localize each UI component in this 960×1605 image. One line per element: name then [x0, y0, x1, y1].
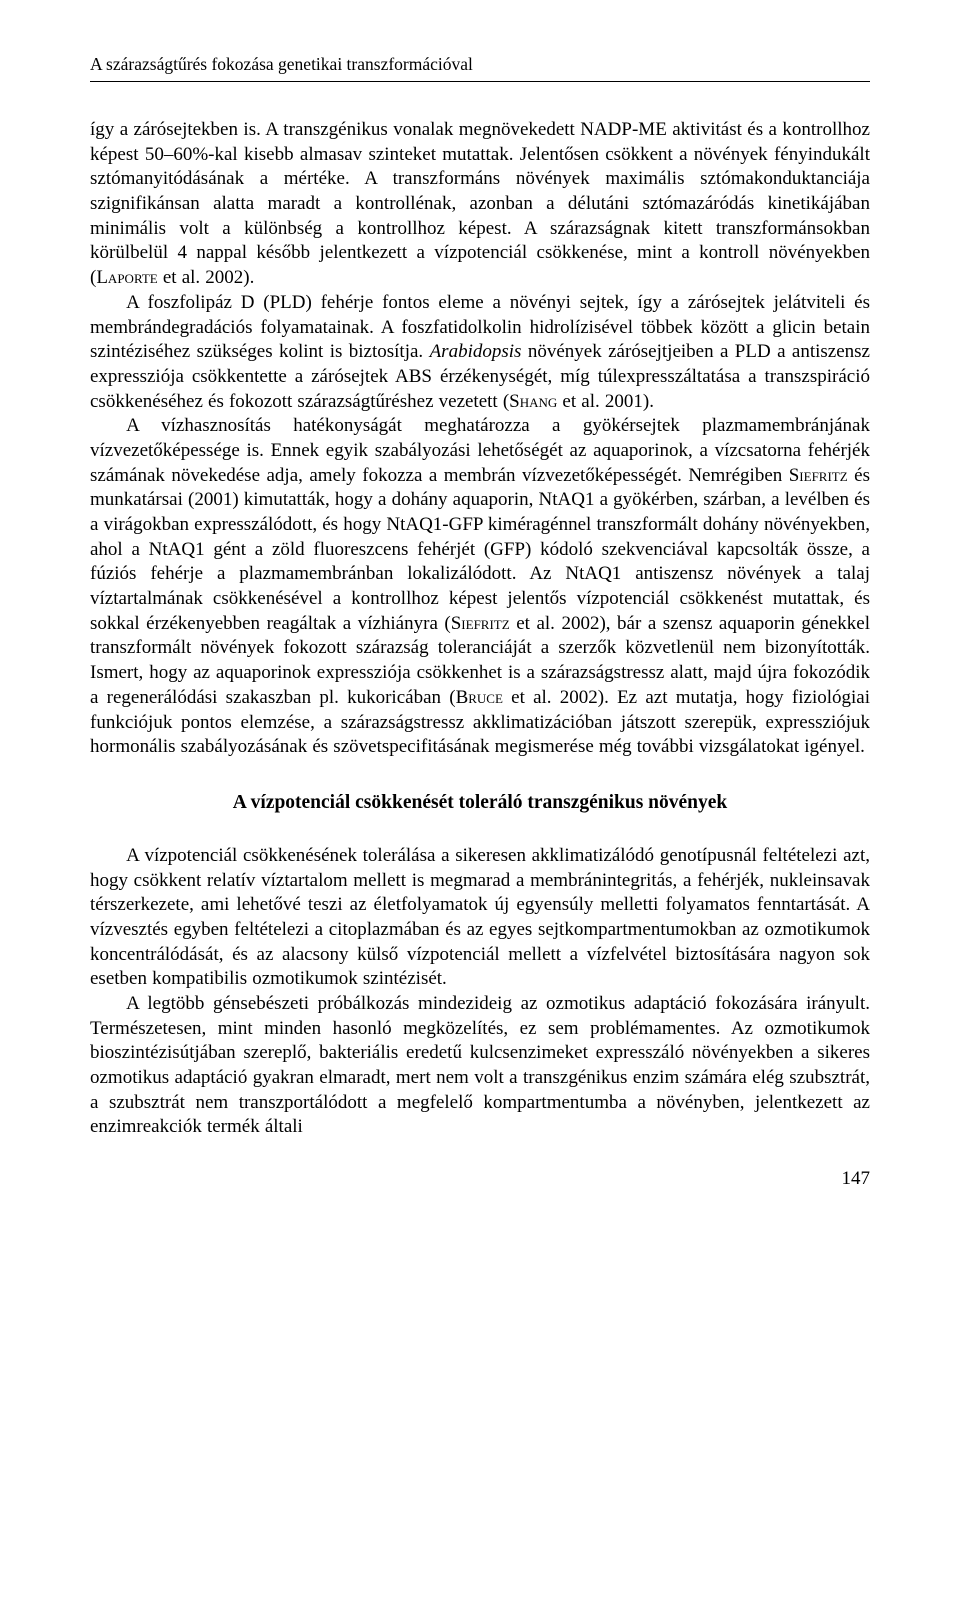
page-number: 147 [90, 1168, 870, 1190]
body-paragraph-2: A foszfolipáz D (PLD) fehérje fontos ele… [90, 291, 870, 414]
body-paragraph-4: A vízpotenciál csökkenésének tolerálása … [90, 844, 870, 992]
body-paragraph-3: A vízhasznosítás hatékonyságát meghatáro… [90, 414, 870, 760]
running-head: A szárazságtűrés fokozása genetikai tran… [90, 54, 870, 75]
header-rule [90, 81, 870, 82]
body-paragraph-1: így a zárósejtekben is. A transzgénikus … [90, 118, 870, 291]
section-heading: A vízpotenciál csökkenését toleráló tran… [90, 792, 870, 814]
body-paragraph-5: A legtöbb génsebészeti próbálkozás minde… [90, 992, 870, 1140]
